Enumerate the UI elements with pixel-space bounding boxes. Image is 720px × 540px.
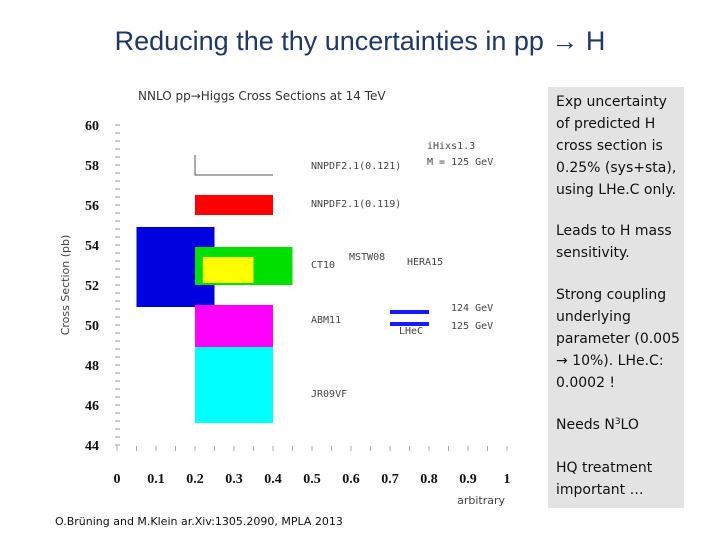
box-NNPDF2.1(0.119) (195, 195, 273, 215)
x-tick-label: 0.8 (420, 472, 438, 487)
y-tick-label: 44 (85, 439, 99, 454)
x-tick-label: 0.5 (303, 472, 321, 487)
citation: O.Brüning and M.Klein ar.Xiv:1305.2090, … (55, 515, 343, 528)
x-tick-label: 0 (114, 472, 121, 487)
box-label: CT10 (311, 260, 335, 271)
x-tick-label: 0.9 (459, 472, 477, 487)
slide-title: Reducing the thy uncertainties in pp → H (114, 26, 606, 56)
x-tick-label: 0.4 (264, 472, 282, 487)
side-notes-panel: Exp uncertainty of predicted H cross sec… (548, 87, 684, 508)
lhec-line-label: 125 GeV (451, 321, 493, 332)
x-tick-label: 0.6 (342, 472, 360, 487)
box-label: NNPDF2.1(0.121) (311, 161, 401, 172)
lhec-label: LHeC (399, 326, 423, 337)
y-axis-label: Cross Section (pb) (59, 235, 72, 336)
x-axis-label: arbitrary (457, 494, 505, 507)
note-n3lo-suffix: LO (620, 417, 639, 433)
box-label: MSTW08 (349, 252, 385, 263)
info-generator: iHixs1.3 (427, 141, 475, 152)
y-tick-label: 56 (85, 199, 99, 214)
cross-section-chart: 44 46 48 50 52 54 56 58 60 0 0.1 0.2 0.3 0.4 0.5 0.6 0.7… (55, 87, 521, 509)
box-label: JR09VF (311, 389, 347, 400)
note-n3lo-prefix: Needs N (556, 417, 615, 433)
chart-svg: 44 46 48 50 52 54 56 58 60 0 0.1 0.2 0.3 0.4 0.5 0.6 0.7… (59, 89, 511, 507)
box-label: HERA15 (407, 257, 443, 268)
box-label: ABM11 (311, 315, 341, 326)
x-tick-label: 0.3 (225, 472, 243, 487)
box-NNPDF2.1(0.121) (194, 155, 273, 176)
y-tick-label: 48 (85, 359, 99, 374)
note-exp-uncertainty: Exp uncertainty of predicted H cross sec… (556, 94, 677, 198)
y-tick-label: 54 (85, 239, 99, 254)
y-tick-label: 52 (85, 279, 99, 294)
info-mass: M = 125 GeV (427, 157, 493, 168)
box-label: NNPDF2.1(0.119) (311, 199, 401, 210)
note-hq-treatment: HQ treatment important … (556, 460, 653, 498)
box-HERA15 (202, 257, 254, 283)
note-mass-sensitivity: Leads to H mass sensitivity. (556, 223, 672, 261)
chart-title: NNLO pp→Higgs Cross Sections at 14 TeV (138, 89, 386, 103)
y-tick-label: 46 (85, 399, 99, 414)
x-tick-label: 0.2 (186, 472, 204, 487)
note-n3lo-sup: 3 (614, 417, 621, 427)
y-tick-label: 50 (85, 319, 99, 334)
note-n3lo: Needs N3LO (556, 414, 684, 436)
x-tick-label: 0.1 (147, 472, 165, 487)
x-tick-label: 1 (504, 472, 511, 487)
box-ABM11 (195, 305, 273, 347)
y-tick-label: 60 (85, 119, 99, 134)
y-tick-label: 58 (85, 159, 99, 174)
x-tick-label: 0.7 (381, 472, 399, 487)
box-JR09VF (195, 347, 273, 423)
lhec-line-label: 124 GeV (451, 303, 493, 314)
note-strong-coupling: Strong coupling underlying parameter (0.… (556, 287, 680, 391)
